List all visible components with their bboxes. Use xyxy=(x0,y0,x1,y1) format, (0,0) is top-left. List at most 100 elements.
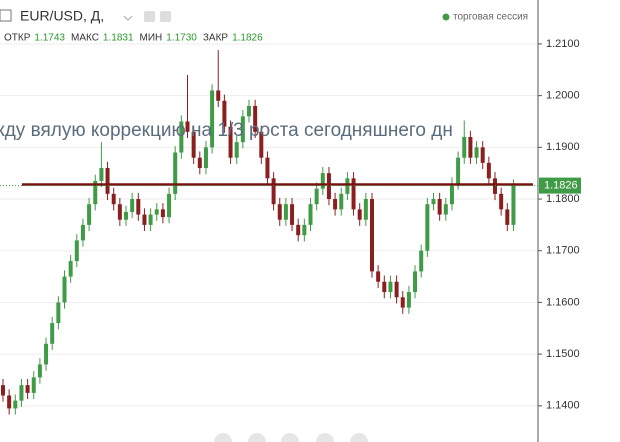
y-tick-label: 1.2000 xyxy=(546,90,580,102)
candle-body xyxy=(210,90,215,148)
candle-body xyxy=(320,173,325,189)
session: торговая сессия xyxy=(453,12,528,23)
ohlc-label: МАКС xyxy=(71,33,99,44)
candle-body xyxy=(154,209,159,215)
last-price-tag xyxy=(539,177,581,194)
candle-body xyxy=(179,121,184,153)
candle-body xyxy=(357,209,362,220)
candle-body xyxy=(1,385,5,396)
ohlc-value: 1.1743 xyxy=(34,33,65,44)
y-tick-label: 1.1700 xyxy=(546,245,580,257)
candle-body xyxy=(480,147,485,163)
candle-body xyxy=(68,261,73,277)
candle-body xyxy=(93,180,98,205)
toolbar xyxy=(214,433,368,442)
candle-body xyxy=(314,188,319,205)
candle-body xyxy=(443,204,448,215)
candle-body xyxy=(228,126,233,158)
annotation: жду вялую коррекцию на 1/3 роста сегодня… xyxy=(0,120,453,141)
ohlc-value: 1.1730 xyxy=(166,33,197,44)
candle-body xyxy=(449,183,454,205)
candle-body xyxy=(326,173,331,200)
candle-body xyxy=(136,199,141,215)
candle-body xyxy=(376,271,381,282)
candle-body xyxy=(486,162,491,179)
candle-body xyxy=(31,377,36,393)
candle-body xyxy=(425,204,430,251)
y-tick-label: 1.2100 xyxy=(546,38,580,50)
candle-body xyxy=(37,364,42,378)
y-tick-label: 1.1500 xyxy=(546,348,580,360)
symbol: EUR/USD, Д, xyxy=(20,8,104,24)
candle-body xyxy=(468,136,473,158)
candle-body xyxy=(240,116,245,143)
candle-body xyxy=(419,250,424,272)
candle-body xyxy=(277,204,282,220)
candle-body xyxy=(290,204,295,225)
candle-body xyxy=(265,157,270,179)
candle-body xyxy=(505,209,510,225)
candle-body xyxy=(222,100,227,127)
ohlc: ОТКР 1.1743 МАКС 1.1831 МИН 1.1730 ЗАКР 1.1826 xyxy=(4,33,263,44)
candle-body xyxy=(253,105,258,132)
candle-body xyxy=(148,214,153,225)
ohlc-label: МИН xyxy=(140,33,163,44)
candle-body xyxy=(80,224,85,241)
candle-body xyxy=(124,211,128,220)
candle-body xyxy=(130,199,135,212)
candle-body xyxy=(216,90,221,101)
candle-body xyxy=(74,240,79,262)
y-tick-label: 1.1400 xyxy=(546,400,580,412)
candle-body xyxy=(13,400,18,409)
last-price-label: 1.1826 xyxy=(544,179,578,191)
candle-body xyxy=(203,147,208,169)
candle-body xyxy=(431,199,436,205)
plot-area xyxy=(0,50,538,415)
candle-body xyxy=(173,152,178,194)
candle-body xyxy=(400,297,405,308)
ohlc-label: ЗАКР xyxy=(203,33,229,44)
candle-body xyxy=(99,168,104,181)
candle-body xyxy=(456,157,461,184)
candle-body xyxy=(499,193,504,210)
candle-body xyxy=(437,199,442,215)
candle-body xyxy=(7,395,12,409)
candle-body xyxy=(363,199,368,220)
candle-body xyxy=(25,385,30,393)
candle-body xyxy=(234,142,239,158)
icon xyxy=(160,11,171,22)
icon xyxy=(144,11,155,22)
candle-body xyxy=(259,131,264,158)
candle-body xyxy=(185,121,190,132)
candle-body xyxy=(333,199,338,210)
candle-body xyxy=(271,178,276,205)
candle-body xyxy=(511,185,516,225)
candle-body xyxy=(302,224,307,236)
icon xyxy=(123,15,133,21)
candle-body xyxy=(283,204,288,220)
y-tick-label: 1.1800 xyxy=(546,193,580,205)
candle-body xyxy=(160,209,165,218)
candle-body xyxy=(474,147,479,158)
y-tick-label: 1.1600 xyxy=(546,296,580,308)
candle-body xyxy=(308,204,313,225)
candle-body xyxy=(462,136,467,158)
candle-body xyxy=(382,281,387,293)
icon xyxy=(0,9,12,22)
candle-body xyxy=(351,178,356,210)
candle-body xyxy=(493,178,497,194)
candle-body xyxy=(50,323,55,344)
ohlc-value: 1.1831 xyxy=(103,33,134,44)
session-dot xyxy=(442,13,450,21)
candle-body xyxy=(62,276,67,303)
candle-body xyxy=(296,224,301,236)
candle-body xyxy=(19,385,24,401)
ohlc-value: 1.1826 xyxy=(232,33,263,44)
candle-body xyxy=(142,214,147,225)
candle-body xyxy=(339,193,344,210)
candle-body xyxy=(87,204,92,225)
candle-body xyxy=(413,271,418,293)
candle-body xyxy=(394,281,399,298)
candle-body xyxy=(370,199,374,272)
